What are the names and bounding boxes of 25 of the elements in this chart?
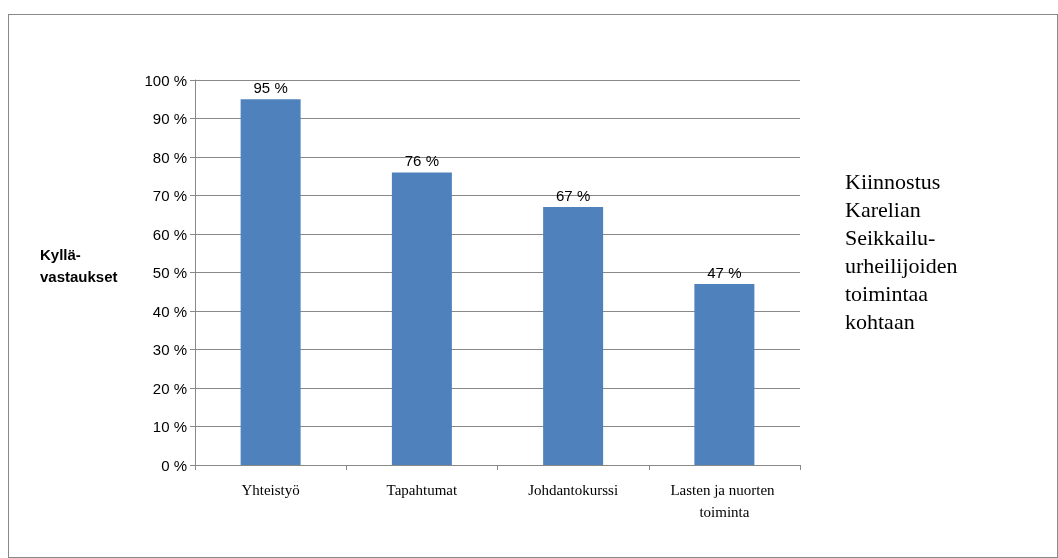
y-tick-label: 10 % (152, 418, 187, 435)
bar (240, 99, 301, 465)
bar (391, 172, 452, 465)
data-label: 95 % (253, 79, 288, 97)
text: Kiinnostus Karelian Seikkailu-urheilijoiden toimintaa kohtaan (845, 168, 959, 336)
x-tick-label: Johdantokurssi (528, 482, 619, 498)
y-tick-label: 40 % (152, 302, 187, 320)
data-label: 67 % (556, 187, 591, 205)
y-tick-label: 80 % (152, 148, 187, 166)
x-tick-label: Tapahtumat (386, 482, 458, 498)
bar (543, 207, 604, 465)
y-axis-title: Kyllä-vastaukset (40, 245, 119, 287)
y-tick-label: 30 % (152, 341, 187, 358)
y-tick-label: 100 % (144, 71, 187, 89)
x-tick-label: Lasten ja nuorten toiminta (670, 482, 779, 520)
data-label: 47 % (707, 264, 742, 282)
y-tick-label: 50 % (152, 264, 187, 281)
data-label: 76 % (404, 152, 439, 170)
bar (694, 284, 755, 465)
y-tick-label: 20 % (152, 379, 187, 397)
y-tick-label: 90 % (152, 110, 187, 127)
x-tick-label: Yhteistyö (241, 482, 300, 498)
y-tick-label: 0 % (161, 456, 187, 474)
y-tick-label: 70 % (152, 187, 187, 204)
y-tick-label: 60 % (152, 225, 187, 243)
